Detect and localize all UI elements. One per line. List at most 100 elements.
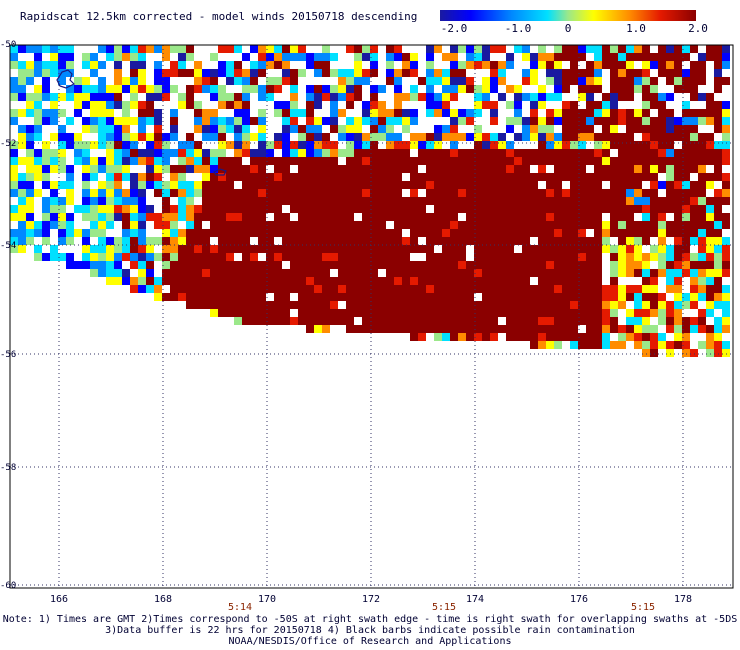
swath-cell [530, 277, 538, 285]
swath-cell [442, 181, 450, 189]
swath-cell [466, 309, 474, 317]
swath-cell [330, 205, 338, 213]
swath-cell [570, 221, 578, 229]
swath-cell [386, 253, 394, 261]
footnote-line: Note: 1) Times are GMT 2)Times correspon… [2, 614, 738, 625]
swath-cell [330, 309, 338, 317]
swath-cell [298, 149, 306, 157]
swath-cell [570, 165, 578, 173]
swath-cell [322, 301, 330, 309]
swath-cell [106, 269, 114, 277]
swath-cell [258, 133, 266, 141]
swath-cell [586, 205, 594, 213]
swath-cell [562, 69, 570, 77]
swath-cell [610, 165, 618, 173]
swath-cell [410, 317, 418, 325]
swath-cell [554, 309, 562, 317]
swath-cell [10, 229, 18, 237]
swath-cell [562, 325, 570, 333]
swath-cell [74, 149, 82, 157]
swath-cell [226, 117, 234, 125]
swath-cell [378, 269, 386, 277]
swath-cell [274, 309, 282, 317]
swath-cell [658, 197, 666, 205]
swath-cell [346, 317, 354, 325]
swath-cell [186, 293, 194, 301]
swath-cell [146, 149, 154, 157]
swath-cell [386, 117, 394, 125]
swath-cell [282, 69, 290, 77]
swath-cell [418, 277, 426, 285]
swath-cell [170, 85, 178, 93]
swath-cell [626, 157, 634, 165]
swath-cell [162, 69, 170, 77]
swath-cell [530, 125, 538, 133]
swath-cell [386, 53, 394, 61]
swath-cell [426, 157, 434, 165]
swath-cell [266, 309, 274, 317]
swath-cell [178, 181, 186, 189]
swath-cell [530, 53, 538, 61]
swath-cell [250, 149, 258, 157]
swath-cell [618, 77, 626, 85]
swath-cell [58, 149, 66, 157]
swath-cell [226, 237, 234, 245]
swath-cell [682, 117, 690, 125]
swath-cell [170, 61, 178, 69]
swath-cell [714, 237, 722, 245]
swath-cell [666, 349, 674, 357]
swath-cell [266, 141, 274, 149]
swath-cell [66, 229, 74, 237]
swath-cell [722, 261, 730, 269]
swath-cell [626, 205, 634, 213]
swath-cell [458, 109, 466, 117]
swath-cell [394, 221, 402, 229]
swath-cell [714, 149, 722, 157]
swath-cell [570, 125, 578, 133]
swath-cell [442, 325, 450, 333]
swath-cell [194, 293, 202, 301]
swath-cell [474, 109, 482, 117]
swath-cell [650, 77, 658, 85]
swath-cell [538, 245, 546, 253]
swath-cell [50, 165, 58, 173]
swath-cell [554, 277, 562, 285]
swath-cell [442, 213, 450, 221]
swath-cell [266, 245, 274, 253]
swath-cell [354, 157, 362, 165]
swath-cell [130, 261, 138, 269]
swath-cell [522, 309, 530, 317]
swath-cell [258, 229, 266, 237]
swath-cell [426, 229, 434, 237]
swath-cell [514, 173, 522, 181]
swath-cell [306, 101, 314, 109]
swath-cell [194, 125, 202, 133]
swath-cell [386, 269, 394, 277]
swath-cell [338, 269, 346, 277]
swath-cell [178, 69, 186, 77]
swath-cell [10, 117, 18, 125]
swath-cell [466, 61, 474, 69]
swath-cell [258, 53, 266, 61]
swath-cell [202, 229, 210, 237]
swath-cell [562, 301, 570, 309]
swath-cell [674, 45, 682, 53]
swath-cell [626, 165, 634, 173]
swath-cell [282, 317, 290, 325]
swath-cell [130, 133, 138, 141]
swath-cell [170, 189, 178, 197]
swath-cell [474, 197, 482, 205]
swath-cell [410, 245, 418, 253]
swath-cell [418, 157, 426, 165]
swath-cell [346, 293, 354, 301]
swath-cell [594, 317, 602, 325]
swath-cell [482, 93, 490, 101]
swath-cell [554, 333, 562, 341]
swath-cell [370, 61, 378, 69]
swath-cell [722, 237, 730, 245]
swath-cell [58, 197, 66, 205]
swath-cell [242, 69, 250, 77]
swath-cell [146, 261, 154, 269]
swath-cell [538, 229, 546, 237]
swath-cell [274, 157, 282, 165]
